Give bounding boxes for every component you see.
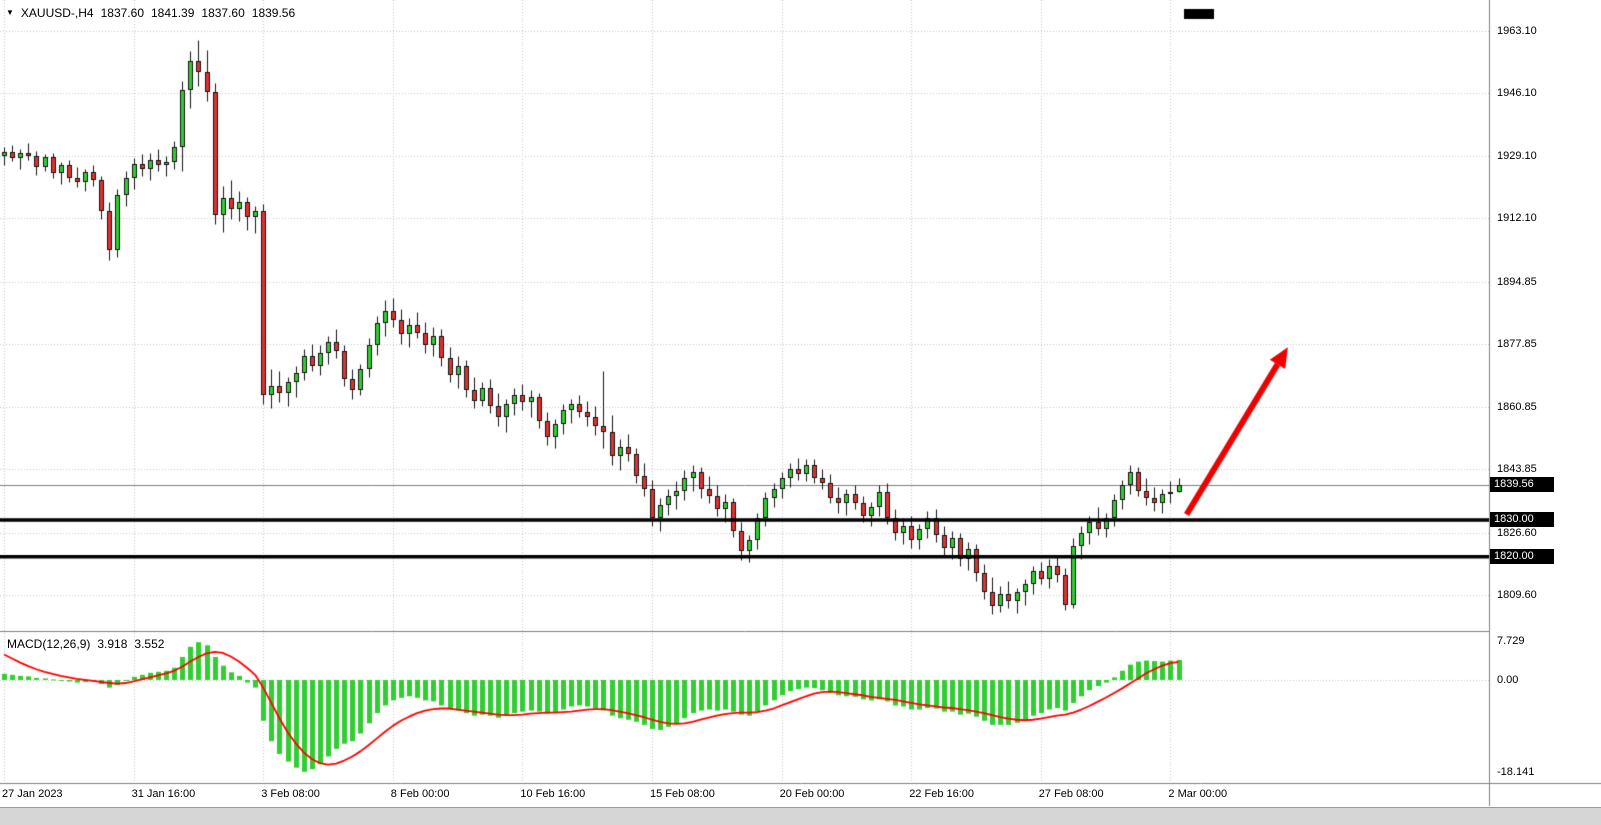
price-axis-tick: 1826.60 [1497,526,1537,539]
time-axis-label: 27 Jan 2023 [2,788,63,800]
time-axis-label: 27 Feb 08:00 [1038,788,1104,800]
price-axis-tick: 1843.85 [1497,463,1537,476]
hline-price-badge: 1820.00 [1490,548,1554,564]
open-value: 1837.60 [100,6,144,20]
macd-axis-tick: 7.729 [1497,634,1525,647]
close-value: 1839.56 [251,6,296,20]
time-axis-label: 2 Mar 00:00 [1168,788,1228,800]
time-axis-label: 31 Jan 16:00 [131,788,196,800]
time-axis-label: 22 Feb 16:00 [909,788,975,800]
time-axis[interactable] [0,784,1489,806]
price-axis-tick: 1946.10 [1497,87,1537,100]
price-axis-tick: 1912.10 [1497,212,1537,225]
macd-signal-value: 3.552 [134,637,165,651]
macd-axis-tick: 0.00 [1497,673,1519,686]
macd-main-value: 3.918 [97,637,128,651]
low-value: 1837.60 [201,6,245,20]
price-axis-tick: 1860.85 [1497,400,1537,413]
price-axis-tick: 1894.85 [1497,275,1537,288]
bid-price-badge: 1839.56 [1490,476,1554,492]
price-axis-tick: 1877.85 [1497,338,1537,351]
symbol-timeframe-label: XAUUSD-,H4 [20,6,94,20]
bottom-strip [0,807,1601,825]
high-value: 1841.39 [151,6,195,20]
time-axis-label: 8 Feb 00:00 [390,788,450,800]
hline-price-badge: 1830.00 [1490,512,1554,527]
time-axis-label: 3 Feb 08:00 [261,788,320,800]
price-axis-tick: 1929.10 [1497,149,1537,162]
price-axis[interactable] [0,0,112,806]
time-axis-label: 15 Feb 08:00 [650,788,715,800]
price-axis-tick: 1809.60 [1497,588,1537,601]
macd-indicator-label: MACD(12,26,9) 3.918 3.552 [7,637,164,651]
macd-axis-tick: -18.141 [1497,766,1535,779]
symbol-dropdown-icon[interactable]: ▼ [6,8,14,17]
macd-name: MACD(12,26,9) [7,637,91,651]
price-axis-tick: 1963.10 [1497,24,1537,37]
time-axis-label: 20 Feb 00:00 [779,788,845,800]
time-axis-label: 10 Feb 16:00 [520,788,586,800]
chart-ohlc-readout: ▼ XAUUSD-,H4 1837.60 1841.39 1837.60 183… [6,6,295,20]
